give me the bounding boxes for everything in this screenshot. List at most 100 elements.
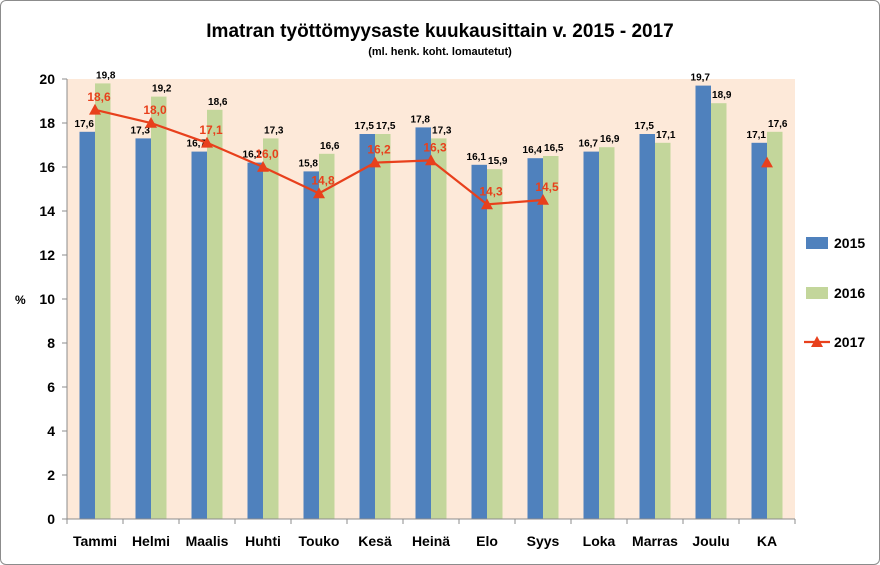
legend-swatch-2016 — [806, 287, 828, 299]
bar-label-2015: 16,2 — [243, 150, 263, 161]
marker-2017 — [537, 194, 549, 205]
bar-2015 — [751, 142, 767, 520]
bar-data-labels: 17,6 19,8 17,3 19,2 16,7 18,6 16,2 17,3 15,816,6… — [75, 70, 788, 169]
x-tick-label: Marras — [632, 533, 678, 549]
bar-2016 — [767, 131, 783, 520]
x-tick-label: Loka — [583, 533, 616, 549]
marker-2017 — [313, 187, 325, 199]
bar-2015 — [247, 162, 263, 519]
x-axis-labels: Tammi Helmi Maalis Huhti Touko Kesä Heinä Elo Sy… — [73, 533, 777, 549]
bar-2015 — [471, 164, 487, 520]
bar-2016 — [95, 83, 111, 520]
y-tick-label: 8 — [47, 335, 55, 351]
bar-label-2015: 19,7 — [691, 73, 711, 84]
bar-label-2016: 17,5 — [376, 121, 396, 132]
legend-swatch-2015 — [806, 237, 828, 249]
y-axis-ticks: 0 2 4 6 8 10 12 14 16 18 20 — [39, 71, 67, 527]
line-series-2017 — [89, 103, 773, 210]
bar-label-2015: 17,6 — [75, 119, 95, 130]
line-data-labels: 18,6 18,0 17,1 16,0 14,8 16,2 16,3 14,3 14,5 — [87, 90, 559, 199]
line-label-2017: 18,0 — [143, 103, 167, 117]
marker-2017 — [145, 117, 157, 128]
chart-subtitle: (ml. henk. koht. lomautetut) — [368, 46, 512, 58]
y-tick-label: 12 — [39, 247, 55, 263]
bar-label-2016: 15,9 — [488, 156, 508, 167]
y-tick-label: 0 — [47, 511, 55, 527]
bar-label-2016: 17,3 — [432, 125, 452, 136]
line-label-2017: 16,2 — [367, 143, 391, 157]
y-tick-label: 6 — [47, 379, 55, 395]
bar-label-2016: 16,9 — [600, 134, 620, 145]
legend: 2015 2016 2017 — [804, 235, 865, 350]
bar-2015 — [303, 171, 319, 519]
y-tick-label: 14 — [39, 203, 55, 219]
bar-label-2016: 17,6 — [768, 119, 788, 130]
bar-label-2016: 17,3 — [264, 125, 284, 136]
line-label-2017: 18,6 — [87, 90, 111, 104]
bar-2016 — [263, 138, 279, 519]
x-tick-label: Huhti — [245, 533, 281, 549]
bar-2016 — [151, 96, 167, 519]
bar-label-2016: 18,6 — [208, 97, 228, 108]
bar-2016 — [319, 153, 335, 520]
y-tick-label: 2 — [47, 467, 55, 483]
x-tick-label: Syys — [527, 533, 560, 549]
bar-label-2015: 17,3 — [131, 125, 151, 136]
axes — [66, 79, 796, 524]
line-label-2017: 14,5 — [535, 180, 559, 194]
bar-2016 — [207, 109, 223, 520]
bar-label-2016: 18,9 — [712, 90, 732, 101]
bar-2015 — [79, 131, 95, 520]
bar-2015 — [415, 127, 431, 520]
bar-2016 — [655, 142, 671, 520]
marker-2017 — [89, 103, 101, 115]
bar-label-2015: 16,7 — [187, 139, 207, 150]
bar-label-2015: 16,1 — [467, 152, 487, 163]
marker-2017 — [425, 154, 437, 166]
line-label-2017: 16,0 — [255, 147, 279, 161]
bar-label-2016: 17,1 — [656, 130, 676, 141]
marker-2017 — [481, 198, 493, 210]
y-tick-label: 10 — [39, 291, 55, 307]
bar-2016 — [487, 169, 503, 519]
x-tick-label: Kesä — [358, 533, 392, 549]
bar-label-2016: 16,5 — [544, 143, 564, 154]
bar-2015 — [583, 151, 599, 519]
bars — [79, 83, 783, 520]
bar-label-2015: 17,5 — [355, 121, 375, 132]
bar-label-2016: 19,2 — [152, 84, 172, 95]
bar-2015 — [639, 134, 655, 519]
bar-label-2015: 17,5 — [635, 121, 655, 132]
x-tick-label: Maalis — [186, 533, 229, 549]
y-tick-label: 16 — [39, 159, 55, 175]
marker-2017 — [761, 156, 773, 168]
x-tick-label: Heinä — [412, 533, 450, 549]
bar-2015 — [135, 138, 151, 519]
bar-2016 — [711, 103, 727, 519]
x-tick-label: KA — [757, 533, 777, 549]
line-label-2017: 14,3 — [479, 184, 503, 198]
bar-2016 — [375, 134, 391, 519]
bar-2016 — [543, 156, 559, 519]
x-tick-label: Touko — [299, 533, 340, 549]
bar-2015 — [695, 85, 711, 519]
bar-2015 — [359, 134, 375, 519]
x-tick-label: Elo — [476, 533, 498, 549]
line-label-2017: 16,3 — [423, 140, 447, 154]
marker-2017 — [201, 136, 213, 148]
y-tick-label: 18 — [39, 115, 55, 131]
bar-2016 — [431, 138, 447, 519]
line-label-2017: 14,8 — [311, 173, 335, 187]
marker-2017 — [369, 156, 381, 168]
x-tick-label: Tammi — [73, 533, 117, 549]
y-axis-title: % — [15, 293, 26, 307]
bar-label-2016: 19,8 — [96, 70, 116, 81]
bar-label-2015: 16,4 — [523, 145, 543, 156]
bar-label-2015: 15,8 — [299, 158, 319, 169]
y-tick-label: 20 — [39, 71, 55, 87]
legend-label-2017: 2017 — [834, 334, 865, 350]
bar-2015 — [191, 151, 207, 519]
chart-title: Imatran työttömyysaste kuukausittain v. … — [206, 21, 674, 42]
legend-marker-2017 — [811, 336, 823, 347]
